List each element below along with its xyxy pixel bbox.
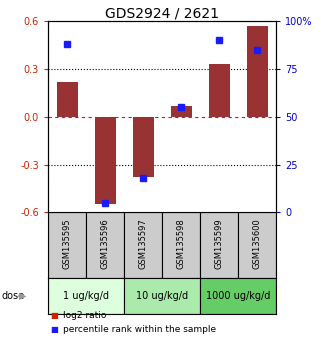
- Bar: [95, 117, 116, 205]
- Bar: [124, 212, 162, 278]
- Text: ▶: ▶: [19, 291, 27, 301]
- Text: log2 ratio: log2 ratio: [63, 311, 106, 320]
- Bar: [200, 278, 276, 314]
- Text: dose: dose: [2, 291, 25, 301]
- Bar: [124, 278, 200, 314]
- Text: 10 ug/kg/d: 10 ug/kg/d: [136, 291, 188, 301]
- Text: GSM135597: GSM135597: [139, 219, 148, 269]
- Bar: [48, 212, 86, 278]
- Bar: [57, 82, 78, 117]
- Title: GDS2924 / 2621: GDS2924 / 2621: [105, 6, 219, 20]
- Bar: [162, 212, 200, 278]
- Bar: [86, 212, 124, 278]
- Text: GSM135600: GSM135600: [253, 219, 262, 269]
- Bar: [48, 278, 124, 314]
- Bar: [238, 212, 276, 278]
- Text: percentile rank within the sample: percentile rank within the sample: [63, 325, 216, 334]
- Text: GSM135596: GSM135596: [100, 219, 110, 269]
- Text: 1000 ug/kg/d: 1000 ug/kg/d: [206, 291, 270, 301]
- Text: GSM135595: GSM135595: [63, 219, 72, 269]
- Bar: [209, 64, 230, 117]
- Bar: [171, 106, 192, 117]
- Bar: [247, 26, 267, 117]
- Text: 1 ug/kg/d: 1 ug/kg/d: [63, 291, 109, 301]
- Bar: [133, 117, 153, 177]
- Text: GSM135598: GSM135598: [177, 219, 186, 269]
- Text: ■: ■: [50, 325, 58, 334]
- Text: ■: ■: [50, 311, 58, 320]
- Text: GSM135599: GSM135599: [214, 219, 224, 269]
- Bar: [200, 212, 238, 278]
